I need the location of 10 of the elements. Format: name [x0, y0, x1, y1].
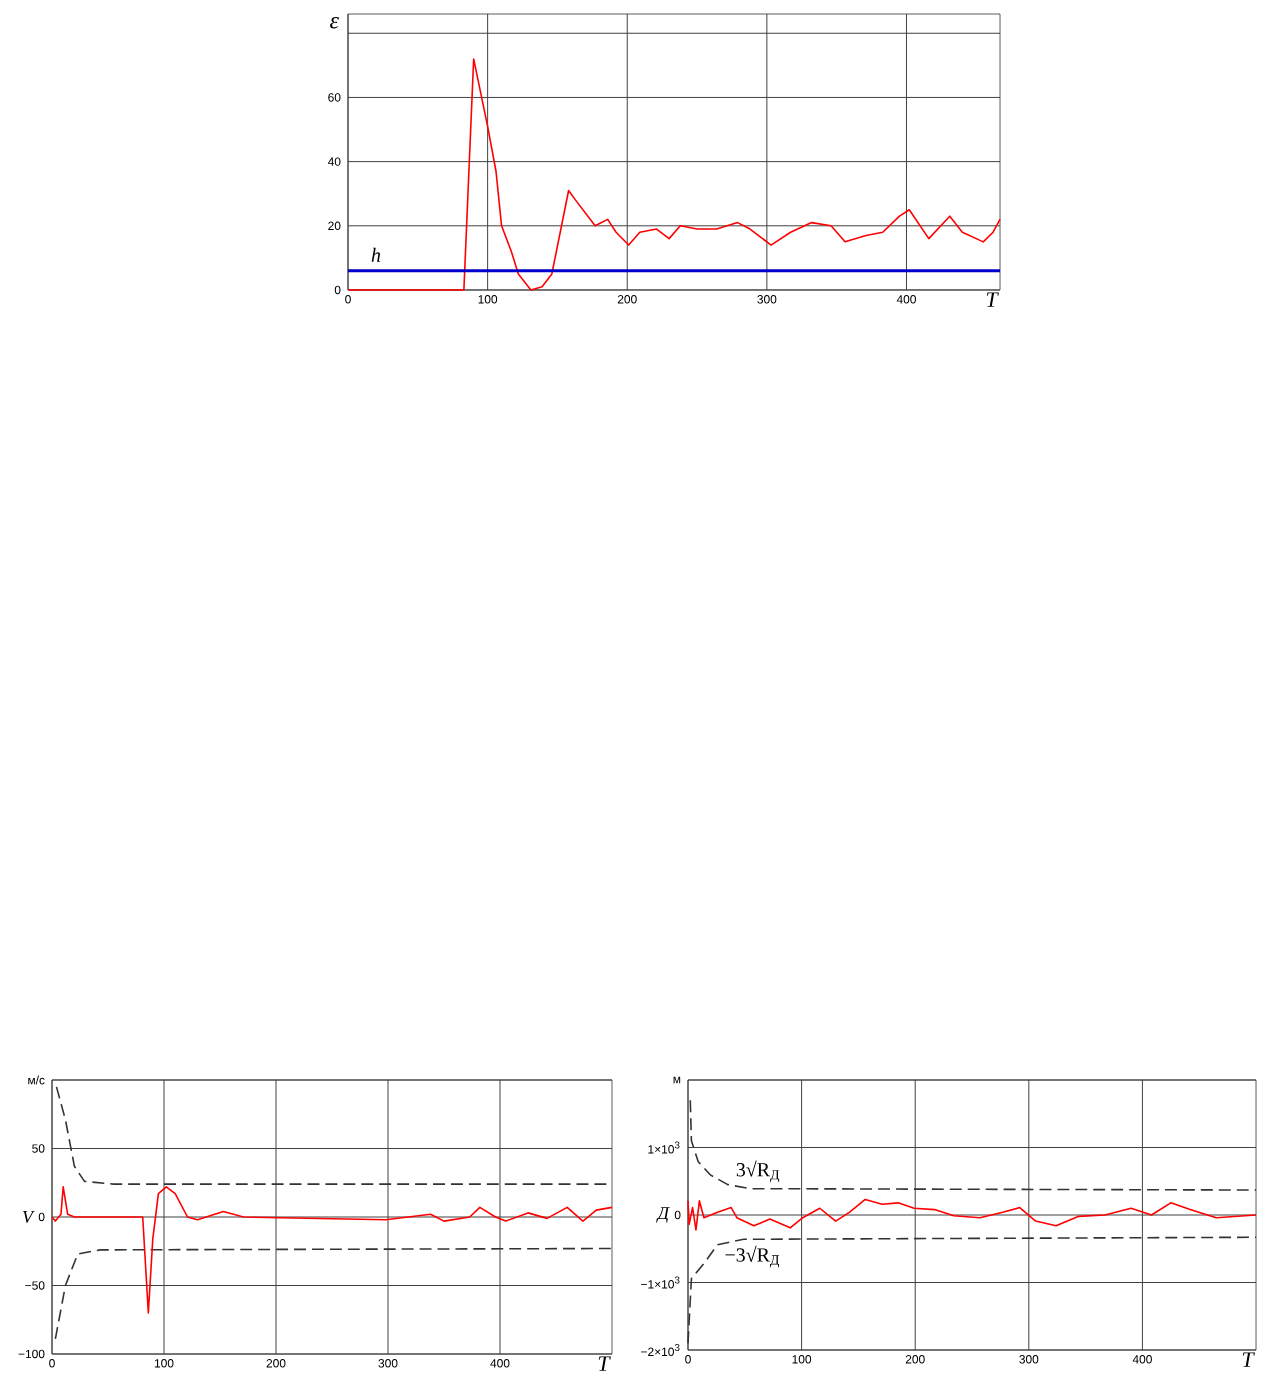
y-axis-title: ε	[330, 17, 339, 29]
annotation: 3√R$_{Д}$	[736, 1160, 780, 1183]
x-axis-title: T	[1242, 1352, 1255, 1367]
x-axis-title: T	[986, 292, 999, 307]
annotation: −3√R$_{Д}$	[725, 1245, 780, 1268]
x-axis-title: T	[598, 1356, 611, 1371]
y-axis-title: Д	[656, 1207, 670, 1223]
line-series	[687, 1198, 1257, 1231]
ref-line-label: h	[371, 247, 381, 262]
y-axis-title: V	[22, 1210, 35, 1224]
